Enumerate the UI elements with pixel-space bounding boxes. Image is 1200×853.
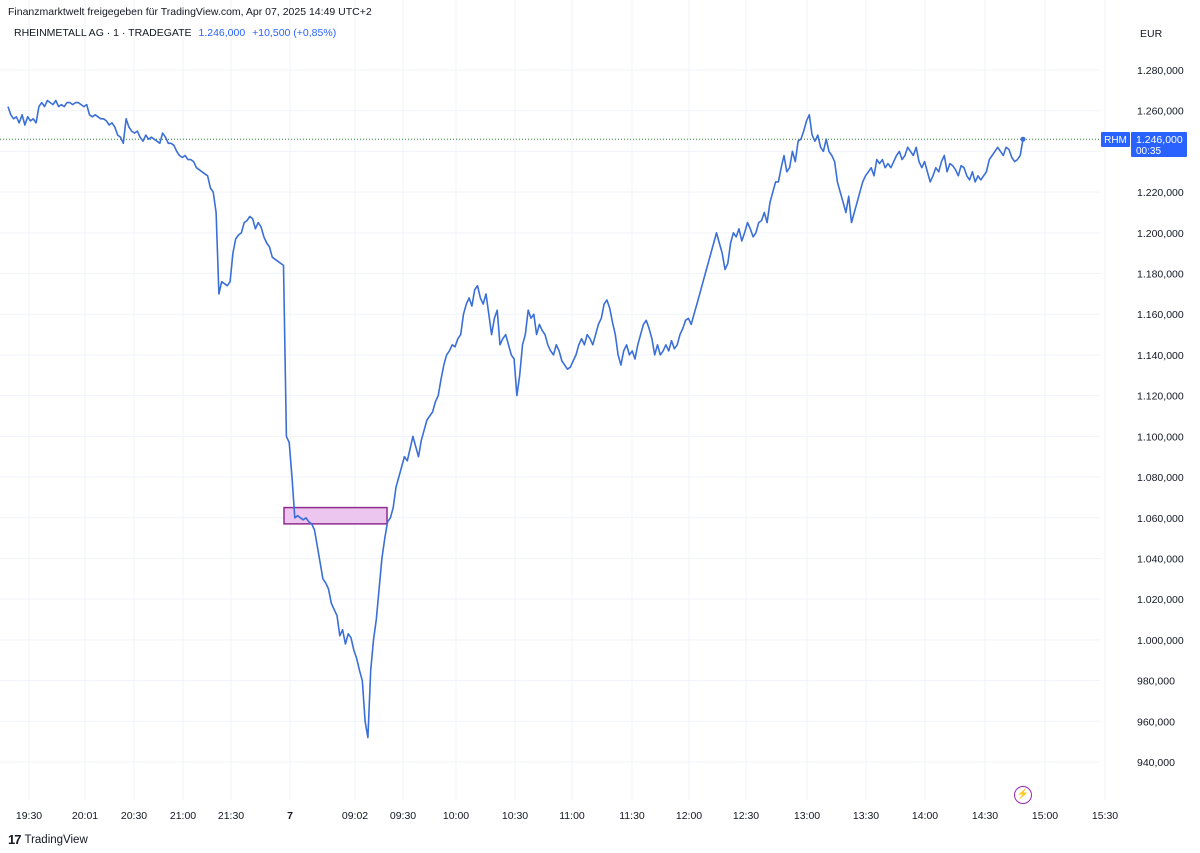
y-tick-label: 1.060,000 — [1137, 513, 1184, 525]
x-tick-label: 21:00 — [170, 810, 196, 822]
y-tick-label: 980,000 — [1137, 676, 1175, 688]
y-tick-label: 1.140,000 — [1137, 350, 1184, 362]
x-tick-label: 12:30 — [733, 810, 759, 822]
y-tick-label: 1.120,000 — [1137, 391, 1184, 403]
x-tick-label: 20:30 — [121, 810, 147, 822]
y-axis: 940,000 960,000 980,000 1.000,000 1.020,000 1… — [1137, 65, 1184, 769]
x-tick-label: 09:02 — [342, 810, 368, 822]
x-tick-label: 10:30 — [502, 810, 528, 822]
price-tag: RHM 1.246,000 00:35 — [1101, 132, 1187, 157]
y-tick-label: 1.160,000 — [1137, 309, 1184, 321]
highlight-band — [283, 506, 388, 525]
x-tick-label: 13:00 — [794, 810, 820, 822]
tradingview-mark-icon: 17 — [8, 832, 22, 847]
symbol-label: RHEINMETALL AG · 1 · TRADEGATE — [14, 27, 192, 39]
x-tick-label: 19:30 — [16, 810, 42, 822]
last-price-dot — [1020, 136, 1026, 142]
x-tick-label: 14:00 — [912, 810, 938, 822]
x-axis: 19:30 20:01 20:30 21:00 21:30 7 09:02 09:30 10:0… — [16, 810, 1118, 822]
x-tick-label: 09:30 — [390, 810, 416, 822]
x-tick-label: 15:00 — [1032, 810, 1058, 822]
x-tick-label: 11:30 — [619, 810, 645, 822]
price-tag-value: 1.246,000 — [1136, 134, 1183, 146]
ticker-tag-label: RHM — [1104, 135, 1127, 146]
y-tick-label: 1.280,000 — [1137, 65, 1184, 77]
tradingview-logo[interactable]: 17 TradingView — [8, 832, 88, 847]
x-tick-label: 12:00 — [676, 810, 702, 822]
y-tick-label: 1.000,000 — [1137, 635, 1184, 647]
x-tick-label: 10:00 — [443, 810, 469, 822]
y-tick-label: 1.040,000 — [1137, 553, 1184, 565]
price-series-line — [7, 99, 1024, 739]
price-tag-box — [1131, 132, 1187, 157]
y-tick-label: 1.020,000 — [1137, 594, 1184, 606]
last-price: 1.246,000 — [198, 27, 246, 39]
x-tick-label: 21:30 — [218, 810, 244, 822]
ticker-tag — [1101, 132, 1130, 147]
y-tick-label: 960,000 — [1137, 716, 1175, 728]
symbol-legend: RHEINMETALL AG · 1 · TRADEGATE 1.246,000… — [14, 27, 336, 39]
y-tick-label: 1.220,000 — [1137, 187, 1184, 199]
y-tick-label: 1.200,000 — [1137, 228, 1184, 240]
shared-by-caption: Finanzmarktwelt freigegeben für TradingV… — [8, 6, 372, 18]
x-tick-label: 20:01 — [72, 810, 98, 822]
y-tick-label: 1.080,000 — [1137, 472, 1184, 484]
x-tick-label: 14:30 — [972, 810, 998, 822]
price-tag-countdown: 00:35 — [1136, 146, 1161, 157]
x-tick-label: 13:30 — [853, 810, 879, 822]
price-change: +10,500 (+0,85%) — [252, 27, 337, 39]
chart-grid — [0, 0, 1106, 800]
y-tick-label: 1.100,000 — [1137, 431, 1184, 443]
y-tick-label: 1.180,000 — [1137, 269, 1184, 281]
currency-label: EUR — [1140, 28, 1163, 40]
y-tick-label: 940,000 — [1137, 757, 1175, 769]
lightning-icon[interactable]: ⚡ — [1014, 786, 1032, 804]
x-tick-label: 15:30 — [1092, 810, 1118, 822]
tradingview-brand: TradingView — [24, 833, 88, 846]
x-tick-label: 7 — [287, 810, 293, 822]
y-tick-label: 1.260,000 — [1137, 106, 1184, 118]
x-tick-label: 11:00 — [559, 810, 585, 822]
